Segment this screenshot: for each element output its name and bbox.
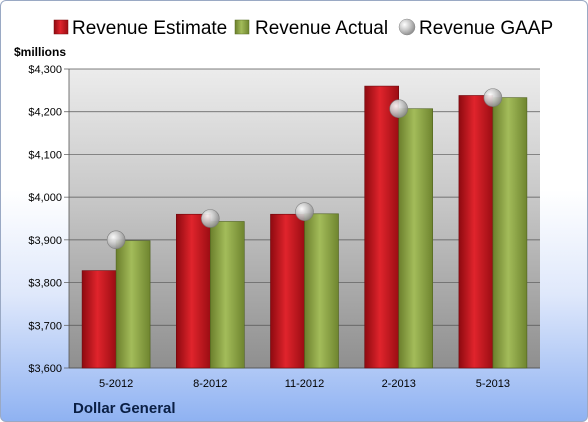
- gaap-markers: [106, 88, 503, 250]
- y-tick-label: $3,700: [28, 320, 62, 332]
- y-tick-label: $4,000: [28, 192, 62, 204]
- legend-swatch-estimate: [53, 19, 69, 35]
- x-tick-label: 11-2012: [285, 378, 325, 390]
- bar-revenue-actual: [398, 108, 434, 369]
- bar-revenue-estimate: [176, 213, 211, 369]
- y-tick-label: $4,200: [28, 107, 62, 119]
- y-axis-unit-label: $millions: [14, 45, 66, 59]
- marker-revenue-gaap: [389, 99, 409, 119]
- marker-revenue-gaap: [106, 230, 126, 250]
- y-axis-ticks: $3,600 $3,700 $3,800 $3,900 $4,000 $4,100 $4,2…: [28, 64, 62, 375]
- y-tick-label: $4,300: [28, 64, 62, 76]
- y-tick-label: $4,100: [28, 149, 62, 161]
- y-tick-label: $3,800: [28, 278, 62, 290]
- bar-revenue-estimate: [81, 270, 117, 369]
- marker-revenue-gaap: [483, 88, 503, 107]
- legend-label-actual: Revenue Actual: [255, 18, 388, 39]
- marker-revenue-gaap: [201, 209, 220, 228]
- marker-revenue-gaap: [295, 202, 314, 221]
- bar-revenue-actual: [492, 97, 528, 369]
- x-axis-ticks: 5-2012 8-2012 11-2012 2-2013 5-2013: [99, 378, 510, 390]
- bar-revenue-estimate: [270, 213, 305, 369]
- bar-revenue-actual: [304, 213, 339, 369]
- x-tick-label: 2-2013: [382, 378, 416, 390]
- x-tick-label: 5-2013: [476, 378, 510, 390]
- company-label: Dollar General: [73, 400, 176, 417]
- bars: [81, 85, 528, 369]
- legend-swatch-actual: [234, 19, 250, 35]
- bar-revenue-actual: [210, 221, 245, 369]
- bar-revenue-actual: [115, 240, 151, 369]
- bar-revenue-estimate: [364, 85, 400, 369]
- legend-label-estimate: Revenue Estimate: [72, 18, 227, 39]
- x-tick-label: 8-2012: [193, 378, 227, 390]
- x-tick-label: 5-2012: [99, 378, 133, 390]
- legend-label-gaap: Revenue GAAP: [419, 18, 553, 39]
- y-tick-label: $3,900: [28, 235, 62, 247]
- legend-marker-gaap: [398, 18, 416, 36]
- legend: Revenue Estimate Revenue Actual Revenue …: [53, 18, 553, 39]
- bar-revenue-estimate: [458, 95, 494, 369]
- y-tick-label: $3,600: [28, 363, 62, 375]
